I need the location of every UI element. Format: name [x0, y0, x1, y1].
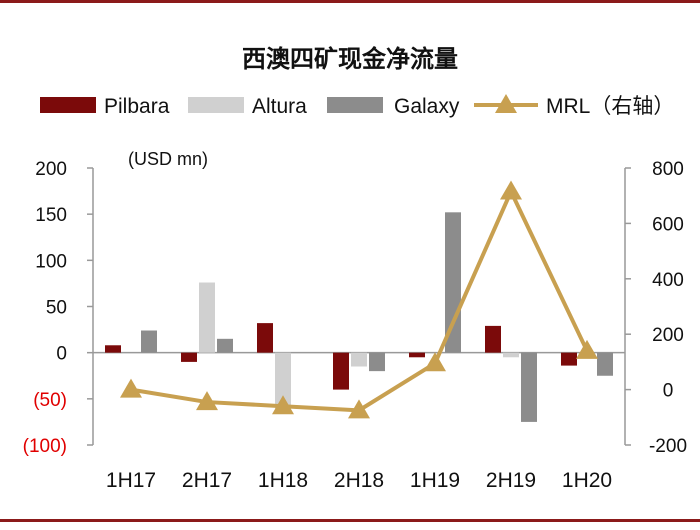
bar-altura	[275, 352, 291, 410]
x-tick-label: 1H17	[106, 469, 156, 492]
x-tick-label: 1H18	[258, 469, 308, 492]
bar-galaxy	[141, 330, 157, 353]
right-tick-label: 400	[652, 270, 684, 291]
right-tick-label: 600	[652, 214, 684, 235]
mrl-marker	[500, 180, 522, 200]
bar-galaxy	[369, 352, 385, 372]
left-tick-label: (50)	[33, 390, 67, 411]
unit-label: (USD mn)	[128, 149, 208, 169]
plot-area: 200 150 100 50 0 (50) (100) 800 600 400 200 0 -200 1H…	[23, 159, 687, 492]
bar-pilbara	[333, 352, 349, 390]
left-tick-label: (100)	[23, 436, 67, 457]
left-tick-label: 0	[56, 344, 67, 365]
bar-pilbara	[409, 352, 425, 358]
bar-galaxy	[597, 352, 613, 376]
legend-swatch-pilbara	[40, 97, 96, 113]
bar-galaxy	[217, 338, 233, 353]
mrl-marker	[576, 339, 598, 359]
bar-altura	[503, 352, 519, 358]
x-tick-label: 1H19	[410, 469, 460, 492]
bar-pilbara	[181, 352, 197, 362]
legend-swatch-mrl-marker	[495, 94, 517, 113]
chart-svg: 西澳四矿现金净流量 Pilbara Altura Galaxy MRL（右轴） (US…	[23, 44, 687, 492]
legend-label-mrl: MRL（右轴）	[546, 95, 674, 118]
legend: Pilbara Altura Galaxy MRL（右轴）	[40, 94, 674, 118]
right-tick-label: 0	[663, 381, 674, 402]
mrl-marker	[196, 391, 218, 411]
left-tick-label: 200	[35, 159, 67, 180]
mrl-marker	[348, 399, 370, 419]
mrl-marker	[272, 395, 294, 415]
bar-galaxy	[521, 352, 537, 422]
x-tick-label: 2H17	[182, 469, 232, 492]
left-tick-label: 100	[35, 251, 67, 272]
legend-swatch-galaxy	[327, 97, 383, 113]
right-tick-label: -200	[649, 436, 687, 457]
legend-label-pilbara: Pilbara	[104, 95, 170, 118]
legend-label-altura: Altura	[252, 95, 307, 118]
right-tick-label: 800	[652, 159, 684, 180]
bar-pilbara	[257, 323, 273, 353]
bar-altura	[351, 352, 367, 367]
bar-pilbara	[485, 325, 501, 353]
right-tick-label: 200	[652, 325, 684, 346]
bar-pilbara	[561, 352, 577, 366]
legend-swatch-altura	[188, 97, 244, 113]
x-tick-label: 1H20	[562, 469, 612, 492]
mrl-marker	[120, 378, 142, 398]
mrl-marker	[424, 352, 446, 372]
x-tick-label: 2H18	[334, 469, 384, 492]
left-tick-label: 50	[46, 298, 67, 319]
legend-label-galaxy: Galaxy	[394, 95, 460, 118]
left-tick-label: 150	[35, 205, 67, 226]
bar-pilbara	[105, 345, 121, 353]
x-tick-label: 2H19	[486, 469, 536, 492]
chart-title: 西澳四矿现金净流量	[242, 44, 458, 73]
bar-altura	[199, 282, 215, 353]
